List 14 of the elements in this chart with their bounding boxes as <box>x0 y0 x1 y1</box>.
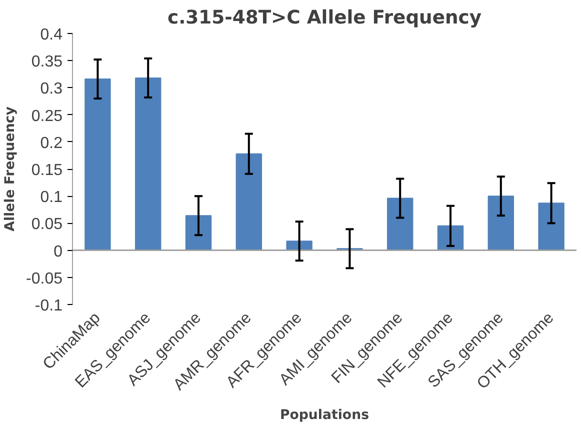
y-tick-label: 0.1 <box>40 189 63 206</box>
y-axis-title: Allele Frequency <box>3 106 18 232</box>
y-tick-label: -0.1 <box>34 298 63 314</box>
y-tick-label: -0.05 <box>26 270 63 288</box>
x-axis-title: Populations <box>280 408 370 423</box>
y-tick-label: 0.05 <box>31 216 63 234</box>
y-tick-label: 0.25 <box>31 108 63 125</box>
chart-title: c.315-48T>C Allele Frequency <box>168 8 482 28</box>
y-tick-label: 0.15 <box>31 162 63 179</box>
y-tick-label: 0 <box>54 243 63 260</box>
y-tick-label: 0.2 <box>40 134 63 152</box>
y-tick-label: 0.4 <box>40 26 63 44</box>
y-tick-label: 0.35 <box>31 54 63 71</box>
y-tick-label: 0.3 <box>40 80 63 98</box>
